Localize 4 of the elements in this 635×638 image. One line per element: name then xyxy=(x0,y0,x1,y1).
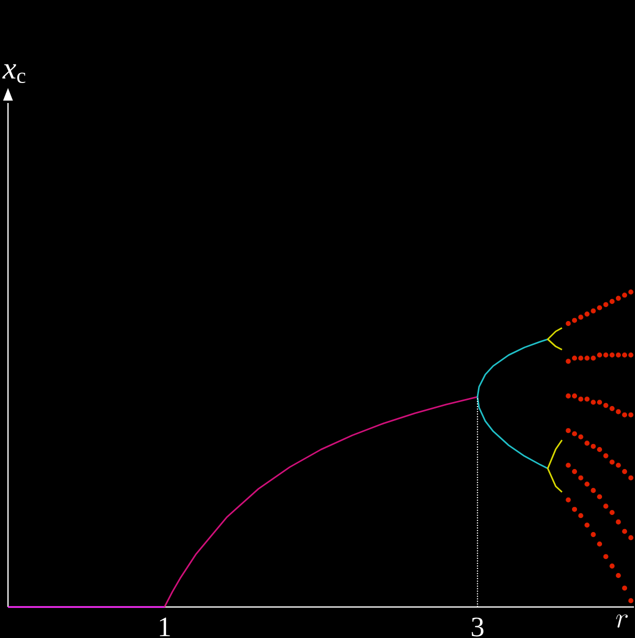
text: x$_{c}$ xyxy=(2,64,26,84)
x-tick-label: 1 xyxy=(160,618,170,636)
x-axis-title: $r$ xyxy=(616,614,628,628)
x-tick-label: 3 xyxy=(472,618,484,636)
